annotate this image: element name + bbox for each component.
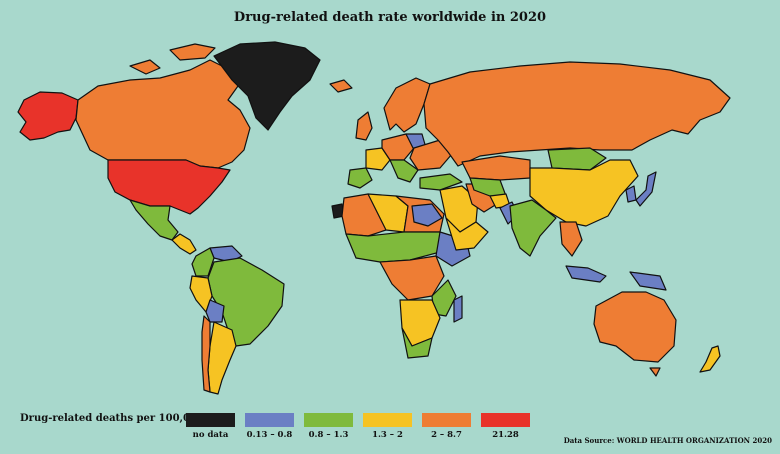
region-indonesia[interactable]: [565, 265, 607, 283]
data-source: Data Source: WORLD HEALTH ORGANIZATION 2…: [563, 436, 772, 445]
legend-swatch: [481, 413, 530, 427]
region-mongolia[interactable]: [547, 147, 607, 171]
region-southeast-asia[interactable]: [559, 221, 583, 257]
legend-item-0-13-0-8: 0.13 – 0.8: [245, 413, 294, 440]
region-arctic-islands-2[interactable]: [129, 59, 161, 75]
region-tasmania[interactable]: [649, 367, 661, 377]
region-central-america[interactable]: [171, 233, 197, 255]
region-greenland[interactable]: [213, 41, 321, 131]
region-canada[interactable]: [75, 59, 251, 169]
legend-text: 1.3 – 2: [372, 430, 403, 440]
region-iceland[interactable]: [329, 79, 353, 93]
region-bolivia[interactable]: [205, 299, 225, 323]
legend-item-2-8-7: 2 – 8.7: [422, 413, 471, 440]
region-arabia[interactable]: [445, 217, 489, 251]
region-mexico[interactable]: [129, 199, 179, 241]
legend-text: 0.8 – 1.3: [308, 430, 349, 440]
legend-title: Drug-related deaths per 100,000: [20, 413, 204, 424]
region-scandinavia[interactable]: [383, 77, 431, 133]
legend-item-21-28: 21.28: [481, 413, 530, 440]
region-australia[interactable]: [593, 291, 677, 363]
region-usa[interactable]: [107, 159, 231, 215]
legend-text: no data: [192, 430, 229, 440]
legend-text: 0.13 – 0.8: [246, 430, 293, 440]
region-new-guinea[interactable]: [629, 271, 667, 291]
legend-text: 2 – 8.7: [431, 430, 462, 440]
legend-item-no-data: no data: [186, 413, 235, 440]
region-central-africa[interactable]: [379, 255, 445, 301]
legend: no data 0.13 – 0.8 0.8 – 1.3 1.3 – 2 2 –…: [186, 413, 530, 440]
region-arctic-islands[interactable]: [169, 43, 216, 61]
region-uk[interactable]: [355, 111, 373, 141]
legend-item-0-8-1-3: 0.8 – 1.3: [304, 413, 353, 440]
map-title: Drug-related death rate worldwide in 202…: [233, 10, 547, 25]
legend-item-1-3-2: 1.3 – 2: [363, 413, 412, 440]
legend-swatch: [363, 413, 412, 427]
region-colombia[interactable]: [191, 247, 215, 277]
region-chile[interactable]: [201, 315, 211, 393]
region-france[interactable]: [365, 147, 391, 171]
legend-text: 21.28: [492, 430, 519, 440]
region-india[interactable]: [509, 199, 557, 257]
region-italy-balkans[interactable]: [389, 159, 419, 183]
region-russia[interactable]: [423, 61, 731, 167]
region-new-zealand[interactable]: [699, 345, 721, 373]
region-argentina[interactable]: [207, 321, 237, 395]
region-japan[interactable]: [635, 171, 657, 207]
legend-swatch: [422, 413, 471, 427]
region-turkey[interactable]: [419, 173, 463, 191]
region-madagascar[interactable]: [453, 295, 463, 323]
legend-swatch: [245, 413, 294, 427]
region-alaska[interactable]: [17, 91, 79, 141]
region-egypt[interactable]: [411, 203, 443, 227]
region-south-africa[interactable]: [401, 327, 433, 359]
region-iberia[interactable]: [347, 167, 373, 189]
legend-swatch: [186, 413, 235, 427]
legend-swatch: [304, 413, 353, 427]
